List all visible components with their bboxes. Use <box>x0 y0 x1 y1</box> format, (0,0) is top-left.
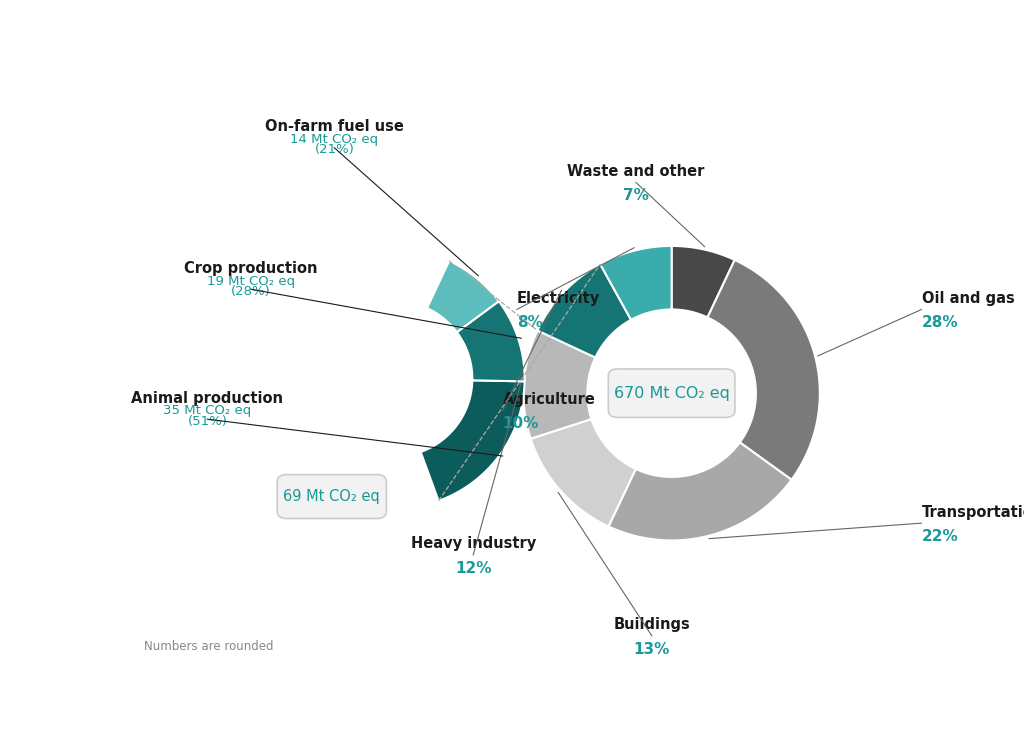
Text: Animal production: Animal production <box>131 391 284 406</box>
Polygon shape <box>530 419 636 526</box>
Text: 35 Mt CO₂ eq: 35 Mt CO₂ eq <box>163 404 252 418</box>
Polygon shape <box>457 302 524 381</box>
Text: Waste and other: Waste and other <box>567 164 705 179</box>
Polygon shape <box>708 260 820 480</box>
Text: (51%): (51%) <box>187 415 227 428</box>
Polygon shape <box>523 331 595 439</box>
Text: 12%: 12% <box>455 561 492 576</box>
FancyBboxPatch shape <box>608 369 735 418</box>
Text: 22%: 22% <box>922 529 958 544</box>
Text: 13%: 13% <box>634 641 670 656</box>
FancyBboxPatch shape <box>278 475 386 518</box>
Text: Buildings: Buildings <box>613 617 690 632</box>
Text: Agriculture: Agriculture <box>503 392 595 407</box>
Text: Transportation: Transportation <box>922 505 1024 520</box>
Text: Numbers are rounded: Numbers are rounded <box>143 640 273 653</box>
Polygon shape <box>600 246 672 320</box>
Text: (28%): (28%) <box>231 285 271 298</box>
Polygon shape <box>608 442 792 541</box>
Text: (21%): (21%) <box>314 143 354 157</box>
Text: 10%: 10% <box>503 416 539 431</box>
Polygon shape <box>672 246 735 317</box>
Text: 7%: 7% <box>623 188 649 203</box>
Text: 14 Mt CO₂ eq: 14 Mt CO₂ eq <box>290 133 379 146</box>
Polygon shape <box>421 380 524 501</box>
Text: 19 Mt CO₂ eq: 19 Mt CO₂ eq <box>207 274 295 287</box>
Text: Oil and gas: Oil and gas <box>922 291 1015 306</box>
Text: 8%: 8% <box>517 315 543 330</box>
Text: Heavy industry: Heavy industry <box>411 536 536 551</box>
Polygon shape <box>538 264 631 358</box>
Text: Electricity: Electricity <box>517 291 600 306</box>
Text: 69 Mt CO₂ eq: 69 Mt CO₂ eq <box>284 489 380 504</box>
Polygon shape <box>427 261 499 332</box>
Text: 670 Mt CO₂ eq: 670 Mt CO₂ eq <box>613 386 729 400</box>
Text: On-farm fuel use: On-farm fuel use <box>265 119 403 134</box>
Text: Crop production: Crop production <box>184 261 317 276</box>
Text: 28%: 28% <box>922 315 958 330</box>
